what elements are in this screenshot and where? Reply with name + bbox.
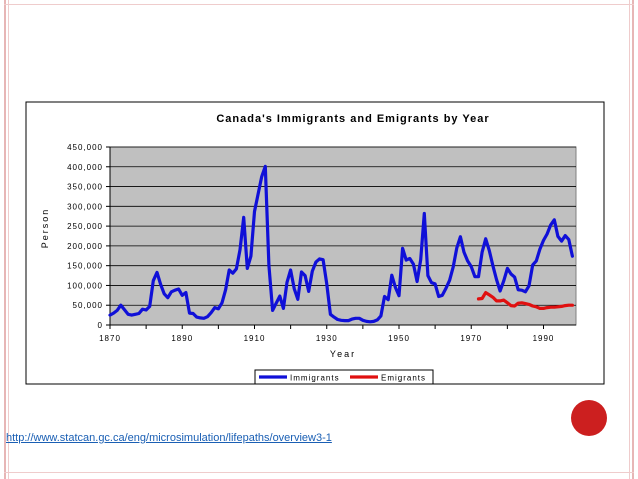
source-link[interactable]: http://www.statcan.gc.ca/eng/microsimula… [6, 432, 332, 444]
decorative-red-dot [571, 400, 607, 436]
y-tick-label: 250,000 [67, 222, 103, 231]
plot-area [109, 146, 577, 326]
slide-frame-right-inner [629, 0, 630, 479]
legend [254, 369, 434, 385]
x-tick-label: 1970 [460, 334, 482, 343]
legend-entry-emigrants: Emigrants [381, 374, 426, 383]
x-tick-label: 1910 [244, 334, 266, 343]
x-axis-label: Year [330, 349, 356, 359]
x-tick-label: 1950 [388, 334, 410, 343]
legend-entry-immigrants: Immigrants [290, 374, 340, 383]
slide-frame-top [4, 4, 634, 5]
y-tick-label: 50,000 [73, 301, 103, 310]
slide-frame-left [4, 0, 6, 479]
slide-frame-right [632, 0, 634, 479]
y-tick-label: 350,000 [67, 183, 103, 192]
y-tick-label: 300,000 [67, 202, 103, 211]
y-tick-label: 200,000 [67, 242, 103, 251]
y-tick-label: 150,000 [67, 262, 103, 271]
x-tick-label: 1890 [171, 334, 193, 343]
y-tick-label: 0 [98, 321, 103, 330]
y-tick-label: 100,000 [67, 281, 103, 290]
emigrants-line [476, 291, 575, 310]
y-tick-label: 450,000 [67, 143, 103, 152]
x-tick-label: 1870 [99, 334, 121, 343]
chart-title: Canada's Immigrants and Emigrants by Yea… [216, 113, 489, 125]
slide-frame-left-inner [8, 0, 9, 479]
x-tick-label: 1930 [316, 334, 338, 343]
slide-frame-bottom [4, 472, 634, 473]
x-tick-label: 1990 [533, 334, 555, 343]
y-tick-label: 400,000 [67, 163, 103, 172]
y-axis-label: Person [40, 208, 50, 249]
immigrants-line [108, 164, 575, 324]
